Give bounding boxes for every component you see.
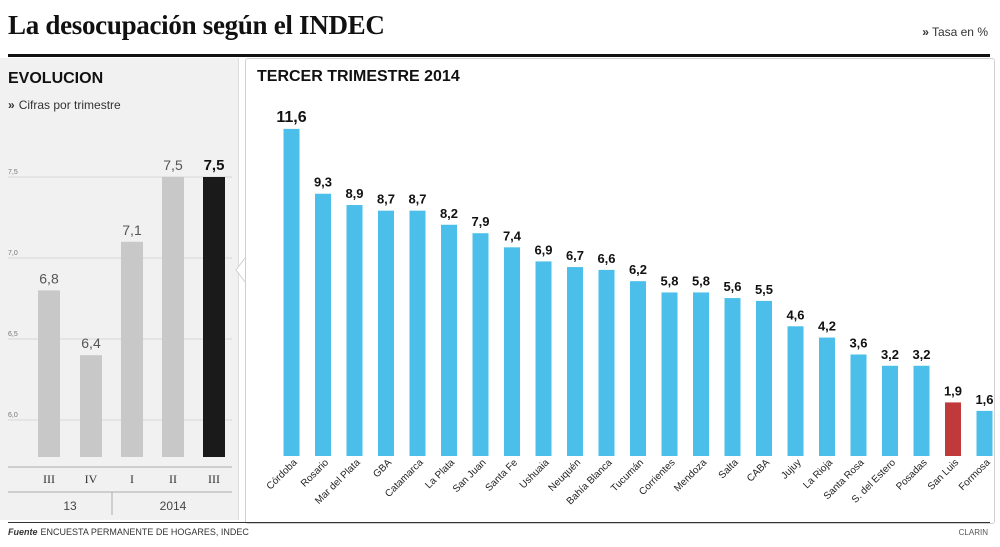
- bar: [724, 298, 741, 456]
- data-label: 4,6: [786, 307, 804, 322]
- quarter-title: TERCER TRIMESTRE 2014: [257, 68, 460, 85]
- source-note: Fuente ENCUESTA PERMANENTE DE HOGARES, IN…: [8, 527, 249, 537]
- credit: CLARIN: [958, 528, 988, 537]
- data-label: 8,7: [408, 192, 426, 207]
- bar: [504, 247, 520, 456]
- year-label: 13: [63, 499, 77, 513]
- unit-marker: »: [922, 25, 929, 39]
- x-tick-label: Formosa: [957, 457, 993, 493]
- y-tick-label: 7,0: [8, 250, 18, 257]
- data-label: 7,5: [204, 157, 225, 174]
- x-tick-label: Mendoza: [672, 457, 709, 494]
- x-tick-label: III: [43, 472, 55, 486]
- evolution-title: EVOLUCION: [8, 70, 104, 87]
- x-tick-label: II: [169, 472, 177, 486]
- data-label: 7,4: [503, 228, 522, 243]
- bar: [441, 224, 457, 456]
- data-label: 6,2: [629, 262, 647, 277]
- data-label: 11,6: [276, 109, 306, 126]
- data-label: 8,2: [440, 206, 458, 221]
- source-label: Fuente: [8, 527, 38, 537]
- x-tick-label: Jujuy: [779, 457, 803, 481]
- data-label: 6,8: [39, 270, 59, 286]
- bar: [203, 177, 225, 457]
- bar: [38, 290, 60, 457]
- bar: [787, 326, 804, 456]
- data-label: 7,9: [471, 214, 489, 229]
- data-label: 6,7: [566, 248, 584, 263]
- data-label: 6,6: [597, 251, 615, 266]
- quarter-panel: [245, 58, 995, 524]
- data-label: 7,5: [163, 157, 183, 173]
- bar: [976, 410, 993, 456]
- x-tick-label: Posadas: [894, 457, 929, 492]
- data-label: 4,2: [818, 319, 836, 334]
- bar: [535, 261, 552, 456]
- bar: [882, 365, 898, 456]
- bar: [409, 210, 426, 456]
- panel-pointer: [235, 257, 246, 283]
- bar: [567, 267, 583, 456]
- bar: [661, 292, 678, 456]
- subtitle-text: Cifras por trimestre: [18, 98, 121, 112]
- bar: [472, 233, 489, 456]
- top-rule: [8, 54, 990, 57]
- x-tick-label: Salta: [717, 457, 741, 481]
- x-tick-label: III: [208, 472, 220, 486]
- x-tick-label: GBA: [371, 457, 394, 480]
- data-label: 1,9: [944, 383, 962, 398]
- data-label: 6,9: [534, 242, 552, 257]
- x-tick-label: CABA: [745, 457, 772, 484]
- data-label: 5,6: [723, 279, 741, 294]
- x-tick-label: I: [130, 472, 134, 486]
- bar: [283, 128, 300, 456]
- x-tick-label: San Luis: [926, 457, 961, 492]
- y-tick-label: 7,5: [8, 169, 18, 176]
- data-label: 5,8: [692, 273, 710, 288]
- subtitle-marker: »: [8, 98, 15, 112]
- bar: [850, 354, 867, 456]
- bar: [630, 281, 646, 456]
- evolution-chart: 7,5 7,0 6,5 6,0 6,8 III 6,4 IV 7,1 I 7,5 II 7,5 III 13…: [8, 157, 232, 515]
- y-tick-label: 6,5: [8, 331, 18, 338]
- bar: [121, 241, 143, 457]
- y-tick-label: 6,0: [8, 412, 18, 419]
- bar: [819, 337, 835, 456]
- bottom-rule: [8, 522, 990, 523]
- x-tick-label: IV: [85, 472, 98, 486]
- x-tick-label: Santa Fe: [484, 457, 521, 494]
- page-title: La desocupación según el INDEC: [8, 10, 385, 40]
- source-text: ENCUESTA PERMANENTE DE HOGARES, INDEC: [40, 527, 249, 537]
- data-label: 3,2: [912, 347, 930, 362]
- data-label: 3,6: [849, 335, 867, 350]
- x-tick-label: San Juan: [451, 457, 489, 495]
- bar: [945, 402, 961, 456]
- data-label: 1,6: [975, 392, 993, 407]
- bar: [162, 177, 184, 457]
- data-label: 6,4: [81, 335, 101, 351]
- evolution-subtitle: » Cifras por trimestre: [8, 98, 121, 112]
- bar: [315, 193, 331, 457]
- bar: [756, 300, 772, 456]
- data-label: 7,1: [122, 222, 142, 238]
- bar: [80, 355, 102, 457]
- data-label: 9,3: [314, 175, 332, 190]
- unit-note: » Tasa en %: [922, 25, 988, 39]
- unit-label: Tasa en %: [931, 25, 988, 39]
- bar: [598, 269, 615, 456]
- data-label: 8,9: [345, 186, 363, 201]
- bar: [346, 205, 363, 456]
- data-label: 3,2: [881, 347, 899, 362]
- year-label: 2014: [160, 499, 187, 513]
- x-tick-label: Córdoba: [265, 457, 300, 492]
- data-label: 5,5: [755, 282, 773, 297]
- bar: [913, 365, 930, 456]
- bar: [378, 210, 394, 456]
- bar: [693, 292, 709, 456]
- data-label: 8,7: [377, 192, 395, 207]
- data-label: 5,8: [660, 273, 678, 288]
